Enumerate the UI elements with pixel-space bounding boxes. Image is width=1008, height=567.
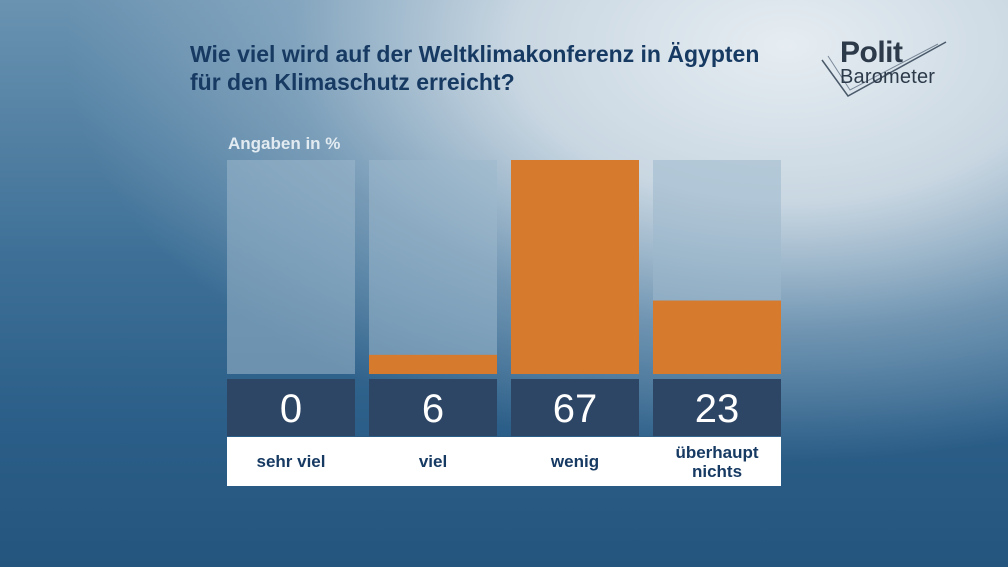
category-label: viel: [369, 437, 497, 486]
value-label: 23: [695, 387, 740, 431]
category-label: wenig: [511, 437, 639, 486]
category-label-text: viel: [418, 452, 448, 471]
unit-label: Angaben in %: [228, 134, 341, 153]
bar: [511, 160, 639, 374]
category-label: überhaupt nichts: [653, 437, 781, 486]
bar-track: [227, 160, 355, 374]
category-label-text: sehr viel: [256, 452, 326, 471]
politbarometer-logo: Polit Barometer: [818, 34, 958, 100]
value-label: 67: [553, 387, 598, 431]
logo-word-barometer: Barometer: [840, 66, 936, 88]
value-box: [369, 379, 497, 436]
value-label: 6: [422, 387, 444, 431]
value-box: [653, 379, 781, 436]
category-label: sehr viel: [227, 437, 355, 486]
bar: [653, 300, 781, 374]
category-label-strip: [227, 437, 781, 486]
bar-track: [369, 160, 497, 374]
category-label-text: überhaupt nichts: [675, 442, 759, 481]
title-line-1: Wie viel wird auf der Weltklimakonferenz…: [190, 41, 760, 67]
value-box: [227, 379, 355, 436]
value-box: [511, 379, 639, 436]
category-label-text: wenig: [550, 452, 600, 471]
value-label: 0: [280, 387, 302, 431]
bar: [369, 354, 497, 374]
chart-title: Wie viel wird auf der Weltklimakonferenz…: [190, 40, 830, 96]
checkmark-icon: [821, 41, 947, 97]
logo-word-polit: Polit: [840, 36, 903, 69]
title-line-2: für den Klimaschutz erreicht?: [190, 69, 515, 95]
